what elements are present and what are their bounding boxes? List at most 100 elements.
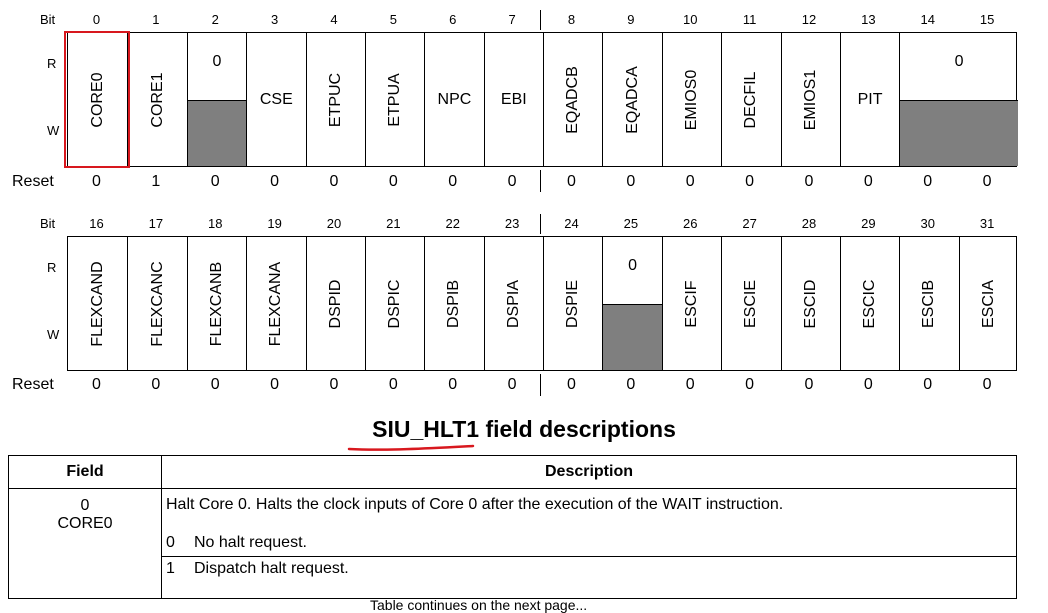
half-separator (540, 214, 541, 234)
bit-number: 21 (386, 216, 401, 231)
write-label: W (47, 123, 60, 138)
reset-value: 0 (329, 376, 339, 393)
field-escie: ESCIE (721, 237, 780, 370)
bit-number: 26 (683, 216, 698, 231)
reset-value: 0 (982, 376, 992, 393)
field-name: ESCIF (682, 279, 700, 328)
field-name: DSPIC (386, 279, 404, 328)
field-escic: ESCIC (839, 237, 899, 370)
field-emios0: EMIOS0 (661, 33, 721, 166)
field-bit: 0 (80, 497, 90, 514)
bit-number: 6 (449, 12, 457, 27)
bit-number: 5 (389, 12, 397, 27)
reset-value: 0 (923, 173, 933, 190)
reset-value: 0 (388, 376, 398, 393)
half-separator (540, 170, 541, 192)
bit-number: 25 (623, 216, 639, 231)
field-eqadcb: EQADCB (543, 33, 602, 166)
bit-number: 13 (861, 12, 876, 27)
reset-value: 0 (567, 173, 576, 190)
field-name: 0 (954, 53, 964, 70)
reset-value: 0 (151, 376, 161, 393)
value-code: 0 (166, 534, 175, 551)
description-cell: Halt Core 0. Halts the clock inputs of C… (161, 488, 1017, 599)
reserved-shading (900, 99, 1018, 166)
field-name: FLEXCANB (207, 261, 225, 346)
bit-number: 2 (211, 12, 219, 27)
reset-value: 0 (270, 376, 280, 393)
bit-number: 17 (148, 216, 164, 231)
reset-value: 0 (507, 376, 517, 393)
reset-value: 0 (863, 376, 873, 393)
bit-number: 4 (330, 12, 338, 27)
field-flexcand: FLEXCAND (68, 237, 127, 370)
field-name: EBI (500, 90, 527, 108)
reset-value: 0 (329, 173, 339, 190)
reset-value: 0 (626, 173, 636, 190)
reset-value: 0 (685, 376, 695, 393)
field-escia: ESCIA (958, 237, 1018, 370)
reset-label: Reset (12, 173, 54, 190)
table-header-row: Field Description (8, 455, 1017, 489)
bit-number: 18 (208, 216, 223, 231)
field-dspic: DSPIC (364, 237, 424, 370)
bit-number: 30 (920, 216, 935, 231)
value-meaning: Dispatch halt request. (194, 560, 349, 577)
field-cell: 0 CORE0 (8, 488, 162, 599)
bit-number: 27 (742, 216, 757, 231)
read-label: R (47, 56, 57, 71)
reset-value: 0 (804, 376, 814, 393)
reset-value: 0 (507, 173, 517, 190)
field-dspib: DSPIB (424, 237, 483, 370)
bit-number: 3 (271, 12, 279, 27)
field-eqadca: EQADCA (602, 33, 661, 166)
reset-value: 0 (448, 173, 458, 190)
field-etpua: ETPUA (364, 33, 424, 166)
bit-label: Bit (40, 216, 56, 231)
read-label: R (47, 260, 57, 275)
field-name: EQADCA (623, 65, 641, 134)
field-name: DSPIE (564, 279, 582, 328)
field-etpuc: ETPUC (305, 33, 365, 166)
reset-value: 1 (151, 173, 161, 190)
bit-number: 29 (861, 216, 876, 231)
table-title: SIU_HLT1 field descriptions (372, 416, 676, 442)
reset-value: 0 (210, 173, 220, 190)
bit-number: 20 (326, 216, 342, 231)
field-flexcanc: FLEXCANC (127, 237, 186, 370)
bit-number: 8 (567, 12, 576, 27)
value-meaning: No halt request. (194, 534, 307, 551)
bit-number: 7 (508, 12, 516, 27)
field-name: DSPIB (445, 279, 463, 328)
field-dspie: DSPIE (543, 237, 602, 370)
field-name: PIT (857, 90, 883, 108)
title-underline-mark (347, 444, 475, 451)
field-name: EMIOS0 (682, 69, 700, 130)
reset-value: 0 (863, 173, 873, 190)
reset-value: 0 (745, 173, 755, 190)
field-escid: ESCID (780, 237, 840, 370)
table-row: 0 CORE0 Halt Core 0. Halts the clock inp… (8, 488, 1017, 599)
field-name: FLEXCANA (267, 261, 285, 346)
bit-number: 15 (979, 12, 995, 27)
continuation-note: Table continues on the next page... (370, 597, 588, 613)
register-field-row: FLEXCAND FLEXCANC FLEXCANB FLEXCANA DSPID DSP… (67, 236, 1017, 371)
field-escif: ESCIF (661, 237, 721, 370)
field-name: ETPUC (326, 72, 344, 127)
field-name: NPC (437, 90, 472, 108)
description-header: Description (161, 455, 1017, 489)
reserved-shading (187, 99, 247, 166)
field-name: FLEXCANC (148, 260, 166, 347)
field-npc: NPC (424, 33, 483, 166)
field-emios1: EMIOS1 (780, 33, 840, 166)
bit-number: 16 (89, 216, 104, 231)
field-name: ESCIE (742, 279, 760, 328)
reset-label: Reset (12, 376, 54, 393)
bit-number: 14 (920, 12, 935, 27)
bit-number: 1 (152, 12, 160, 27)
field-flexcanb: FLEXCANB (186, 237, 246, 370)
reset-value: 0 (388, 173, 398, 190)
register-field-row: CORE0 CORE1 0 CSE ETPUC ETPUA NPC EBI EQADCB EQAD… (67, 32, 1018, 167)
field-escib: ESCIB (899, 237, 958, 370)
value-item: 0 No halt request. (166, 534, 1012, 552)
